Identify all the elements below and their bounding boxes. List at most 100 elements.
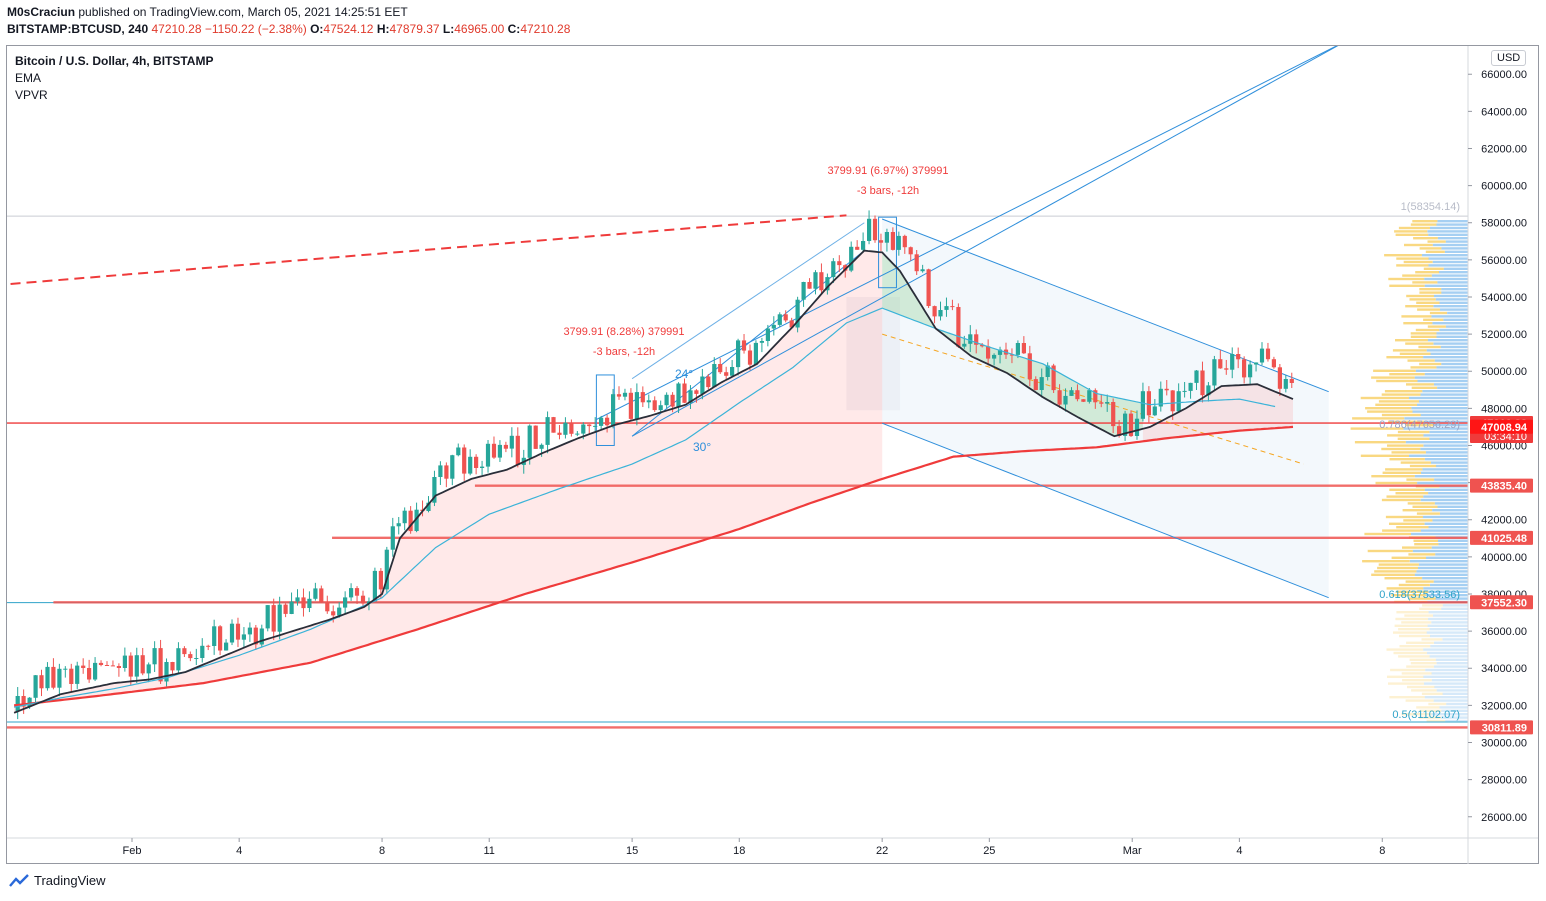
candle-body [485, 443, 491, 467]
vp-bar-down [1406, 641, 1434, 644]
vp-bar-up [1424, 284, 1468, 287]
candle-body [188, 654, 193, 659]
vp-bar-down [1407, 502, 1435, 505]
vp-bar-down [1402, 679, 1432, 682]
candle-body [271, 605, 276, 632]
vp-bar-up [1433, 383, 1468, 386]
vp-bar-down [1392, 349, 1427, 352]
candle-body [307, 598, 312, 608]
candle-body [908, 247, 913, 255]
candle-body [807, 282, 812, 289]
vp-bar-up [1417, 379, 1468, 383]
candle-body [1289, 379, 1294, 383]
candle-body [700, 376, 705, 394]
recovery-ribbon [1142, 384, 1293, 442]
vp-bar-up [1441, 362, 1468, 366]
vp-bar-down [1410, 223, 1437, 226]
candle-body [593, 425, 598, 427]
currency-button[interactable]: USD [1491, 50, 1527, 66]
vp-bar-up [1445, 719, 1468, 723]
candle-body [825, 277, 830, 291]
candle-body [515, 435, 520, 465]
vp-bar-down [1352, 417, 1405, 420]
vp-bar-down [1381, 393, 1421, 396]
time-tick-label: 25 [983, 845, 995, 857]
vp-bar-up [1434, 665, 1468, 668]
vp-bar-up [1420, 529, 1468, 532]
candle-body [1230, 354, 1235, 370]
author-name[interactable]: M0sCraciun [7, 5, 76, 19]
candle-body [402, 510, 407, 524]
vp-bar-down [1427, 240, 1446, 243]
price-tick-label: 26000.00 [1481, 812, 1527, 824]
candle-body [509, 435, 514, 449]
candle-body [962, 343, 967, 347]
candle-body [456, 447, 461, 456]
vp-bar-up [1441, 607, 1468, 610]
countdown-label: 03:34:10 [1484, 431, 1527, 443]
candle-body [1105, 402, 1110, 404]
vp-bar-down [1406, 478, 1435, 481]
vp-bar-up [1442, 692, 1468, 695]
vp-bar-up [1440, 308, 1468, 311]
vp-bar-down [1400, 461, 1431, 464]
candle-body [176, 648, 181, 671]
vp-bar-up [1438, 271, 1468, 274]
vp-bar-down [1423, 267, 1444, 270]
vp-bar-down [1410, 335, 1437, 338]
vp-bar-up [1432, 260, 1468, 264]
candle-body [146, 664, 151, 674]
vp-bar-up [1424, 522, 1468, 525]
candle-body [974, 334, 979, 345]
candle-body [878, 240, 884, 243]
price-change: −1150.22 (−2.38%) [204, 22, 307, 36]
vp-bar-down [1419, 716, 1441, 719]
candle-body [283, 604, 288, 614]
vp-bar-down [1397, 430, 1430, 434]
vp-bar-up [1421, 471, 1468, 474]
vp-bar-down [1406, 383, 1434, 386]
candle-body [986, 346, 991, 359]
candle-body [277, 604, 282, 632]
candle-body [331, 611, 336, 616]
fib-label-618: 0.618(37533.56) [1379, 589, 1460, 601]
time-tick-label: 15 [626, 845, 638, 857]
vp-bar-down [1389, 458, 1425, 461]
vp-bar-down [1389, 284, 1425, 287]
tradingview-logo[interactable]: TradingView [8, 873, 106, 888]
legend-vpvr[interactable]: VPVR [15, 88, 48, 102]
candle-body [235, 623, 241, 640]
vp-bar-up [1441, 288, 1468, 291]
vp-bar-down [1395, 492, 1429, 495]
candle-body [1200, 370, 1205, 396]
vp-bar-down [1409, 658, 1436, 661]
vp-bar-down [1406, 665, 1434, 668]
chart-frame[interactable] [6, 45, 1539, 864]
candle-body [360, 595, 366, 604]
vp-bar-down [1378, 563, 1419, 566]
vp-bar-down [1402, 274, 1432, 277]
vp-bar-up [1429, 655, 1468, 658]
candle-body [1069, 390, 1074, 396]
price-tick-label: 58000.00 [1481, 218, 1527, 230]
candle-body [69, 668, 74, 684]
vp-bar-up [1422, 515, 1468, 519]
vp-bar-down [1405, 305, 1434, 308]
last-price: 47210.28 [151, 22, 202, 36]
publish-info: M0sCraciun published on TradingView.com,… [7, 5, 408, 19]
vp-bar-up [1424, 682, 1468, 685]
vp-bar-down [1409, 298, 1436, 301]
legend-ema[interactable]: EMA [15, 71, 42, 85]
vp-bar-up [1433, 614, 1468, 617]
vp-bar-down [1386, 495, 1424, 498]
candle-body [843, 265, 848, 271]
vp-bar-up [1431, 672, 1468, 675]
vp-bar-down [1411, 386, 1437, 389]
candle-body [581, 424, 586, 434]
candle-body [1087, 390, 1092, 402]
price-badge-label: 47008.94 [1481, 422, 1528, 434]
vp-bar-up [1409, 396, 1468, 400]
candle-body [1051, 365, 1056, 391]
vp-bar-down [1401, 672, 1432, 675]
